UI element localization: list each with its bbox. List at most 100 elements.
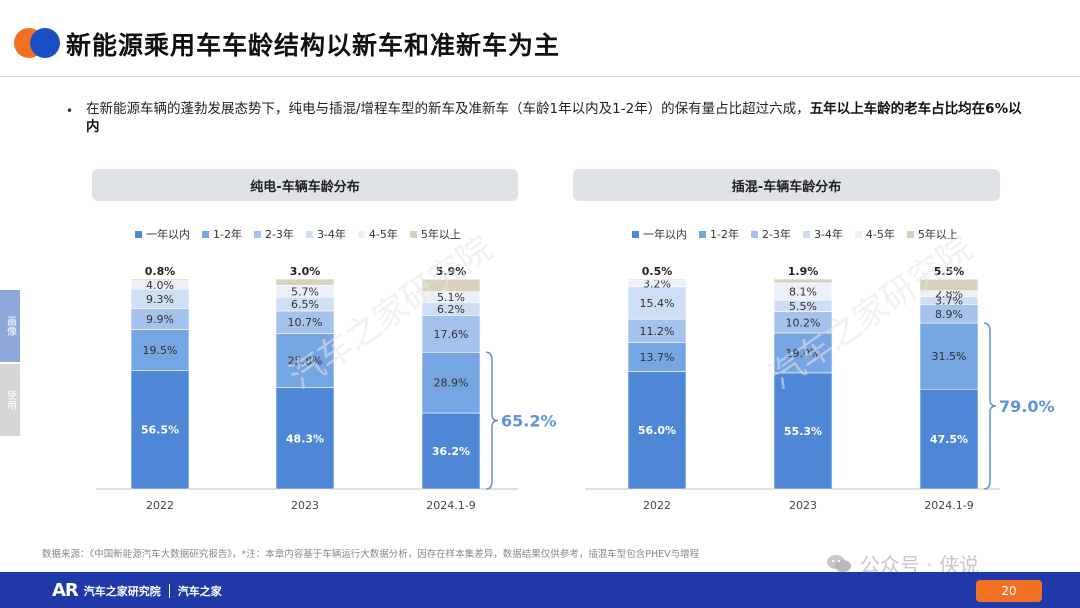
data-label: 56.5% bbox=[141, 424, 179, 437]
legend-item: 4-5年 bbox=[357, 226, 398, 242]
chart-title-bev: 纯电-车辆车龄分布 bbox=[92, 169, 518, 201]
legend-swatch bbox=[202, 230, 209, 238]
x-tick-label: 2023 bbox=[789, 499, 817, 512]
legend-item: 1-2年 bbox=[202, 226, 242, 242]
data-label: 1.9% bbox=[788, 265, 819, 278]
data-label: 10.2% bbox=[786, 316, 821, 329]
legend-item: 4-5年 bbox=[854, 226, 895, 242]
bullet-text-normal: 在新能源车辆的蓬勃发展态势下，纯电与插混/增程车型的新车及准新车（车龄1年以内及… bbox=[86, 101, 810, 117]
data-label: 13.7% bbox=[640, 351, 675, 364]
annotation-total: 79.0% bbox=[999, 397, 1055, 416]
data-label: 11.2% bbox=[640, 325, 675, 338]
data-label: 55.3% bbox=[784, 425, 822, 438]
bar-segment bbox=[130, 370, 190, 490]
bar-segment bbox=[275, 278, 335, 286]
bullet-marker: • bbox=[66, 104, 74, 118]
side-tab-profile[interactable]: 画像 bbox=[0, 290, 20, 362]
bar-segment bbox=[773, 278, 833, 284]
data-label: 0.8% bbox=[145, 265, 176, 278]
bar-segment bbox=[627, 286, 687, 320]
x-tick-label: 2024.1-9 bbox=[426, 499, 475, 512]
data-label: 10.7% bbox=[288, 316, 323, 329]
legend-item: 5年以上 bbox=[409, 226, 461, 242]
legend-swatch bbox=[802, 230, 810, 238]
legend-label: 4-5年 bbox=[865, 228, 895, 241]
data-label: 36.2% bbox=[432, 445, 470, 458]
legend-swatch bbox=[409, 230, 417, 238]
data-label: 9.9% bbox=[146, 313, 174, 326]
data-label: 3.7% bbox=[935, 295, 963, 308]
data-label: 19.0% bbox=[786, 347, 821, 360]
bullet-text-bold: 五年以上车龄的老车占比均在6%以内 bbox=[86, 101, 1022, 135]
page-number: 20 bbox=[976, 580, 1042, 602]
bar-segment bbox=[130, 278, 190, 281]
side-tab-usage-label: 使用 bbox=[4, 390, 16, 410]
legend-label: 2-3年 bbox=[761, 228, 791, 241]
bar-segment bbox=[275, 387, 335, 490]
legend-item: 1-2年 bbox=[699, 226, 739, 242]
data-label: 3.0% bbox=[290, 265, 321, 278]
side-tab-usage[interactable]: 使用 bbox=[0, 364, 20, 436]
bullet-text: 在新能源车辆的蓬勃发展态势下，纯电与插混/增程车型的新车及准新车（车龄1年以内及… bbox=[86, 100, 1026, 136]
x-tick-label: 2022 bbox=[643, 499, 671, 512]
legend-swatch bbox=[135, 230, 142, 238]
data-label: 25.8% bbox=[288, 354, 323, 367]
data-label: 5.5% bbox=[934, 265, 965, 278]
legend-item: 2-3年 bbox=[253, 226, 294, 242]
data-label: 5.1% bbox=[437, 291, 465, 304]
legend-label: 1-2年 bbox=[710, 228, 739, 241]
bar-segment bbox=[919, 278, 979, 292]
legend-label: 3-4年 bbox=[813, 228, 843, 241]
footer-separator bbox=[168, 583, 170, 598]
legend-label: 1-2年 bbox=[213, 228, 242, 241]
legend-swatch bbox=[854, 230, 862, 238]
legend-item: 一年以内 bbox=[135, 226, 190, 242]
legend-label: 4-5年 bbox=[368, 228, 398, 241]
bar-segment bbox=[919, 322, 979, 390]
header-divider bbox=[0, 76, 1080, 77]
legend-swatch bbox=[906, 230, 914, 238]
legend-item: 一年以内 bbox=[632, 226, 687, 242]
bar-segment bbox=[130, 329, 190, 371]
footer-brand: 汽车之家研究院 bbox=[83, 584, 161, 598]
brand-dots-icon bbox=[14, 28, 62, 58]
annotation-total: 65.2% bbox=[501, 412, 557, 431]
chart-title-phev: 插混-车辆车龄分布 bbox=[573, 169, 1000, 201]
bar-segment bbox=[627, 278, 687, 281]
data-label: 8.9% bbox=[935, 308, 963, 321]
legend-item: 2-3年 bbox=[750, 226, 791, 242]
legend-swatch bbox=[357, 230, 365, 238]
footer-brand-2: 汽车之家 bbox=[177, 584, 222, 598]
legend-label: 5年以上 bbox=[420, 228, 461, 241]
footer-bar bbox=[0, 572, 1080, 608]
data-label: 19.5% bbox=[143, 344, 178, 357]
wechat-icon bbox=[827, 554, 851, 572]
data-label: 31.5% bbox=[932, 350, 967, 363]
data-label: 56.0% bbox=[638, 424, 676, 437]
legend-bev: 一年以内 1-2年 2-3年 3-4年 4-5年 5年以上 bbox=[135, 227, 473, 241]
legend-phev: 一年以内 1-2年 2-3年 3-4年 4-5年 5年以上 bbox=[632, 227, 970, 241]
bar-segment bbox=[773, 332, 833, 374]
bar-segment bbox=[627, 342, 687, 372]
bar-segment bbox=[421, 315, 481, 353]
data-label: 3.2% bbox=[643, 277, 671, 290]
data-label: 9.3% bbox=[146, 293, 174, 306]
legend-label: 一年以内 bbox=[146, 228, 190, 241]
bar-segment bbox=[773, 372, 833, 490]
legend-item: 5年以上 bbox=[906, 226, 958, 242]
side-tab-profile-label: 画像 bbox=[4, 316, 16, 336]
legend-swatch bbox=[699, 230, 706, 238]
data-label: 0.5% bbox=[642, 265, 673, 278]
source-note: 数据来源：《中国新能源汽车大数据研究报告》，*注：本章内容基于车辆运行大数据分析… bbox=[42, 549, 700, 560]
data-label: 5.7% bbox=[291, 285, 319, 298]
legend-swatch bbox=[253, 230, 261, 238]
x-tick-label: 2022 bbox=[146, 499, 174, 512]
legend-swatch bbox=[305, 230, 313, 238]
legend-item: 3-4年 bbox=[802, 226, 843, 242]
bar-segment bbox=[421, 351, 481, 414]
data-label: 6.2% bbox=[437, 303, 465, 316]
data-label: 17.6% bbox=[434, 328, 469, 341]
legend-label: 一年以内 bbox=[643, 228, 687, 241]
brace-bracket bbox=[983, 322, 997, 490]
